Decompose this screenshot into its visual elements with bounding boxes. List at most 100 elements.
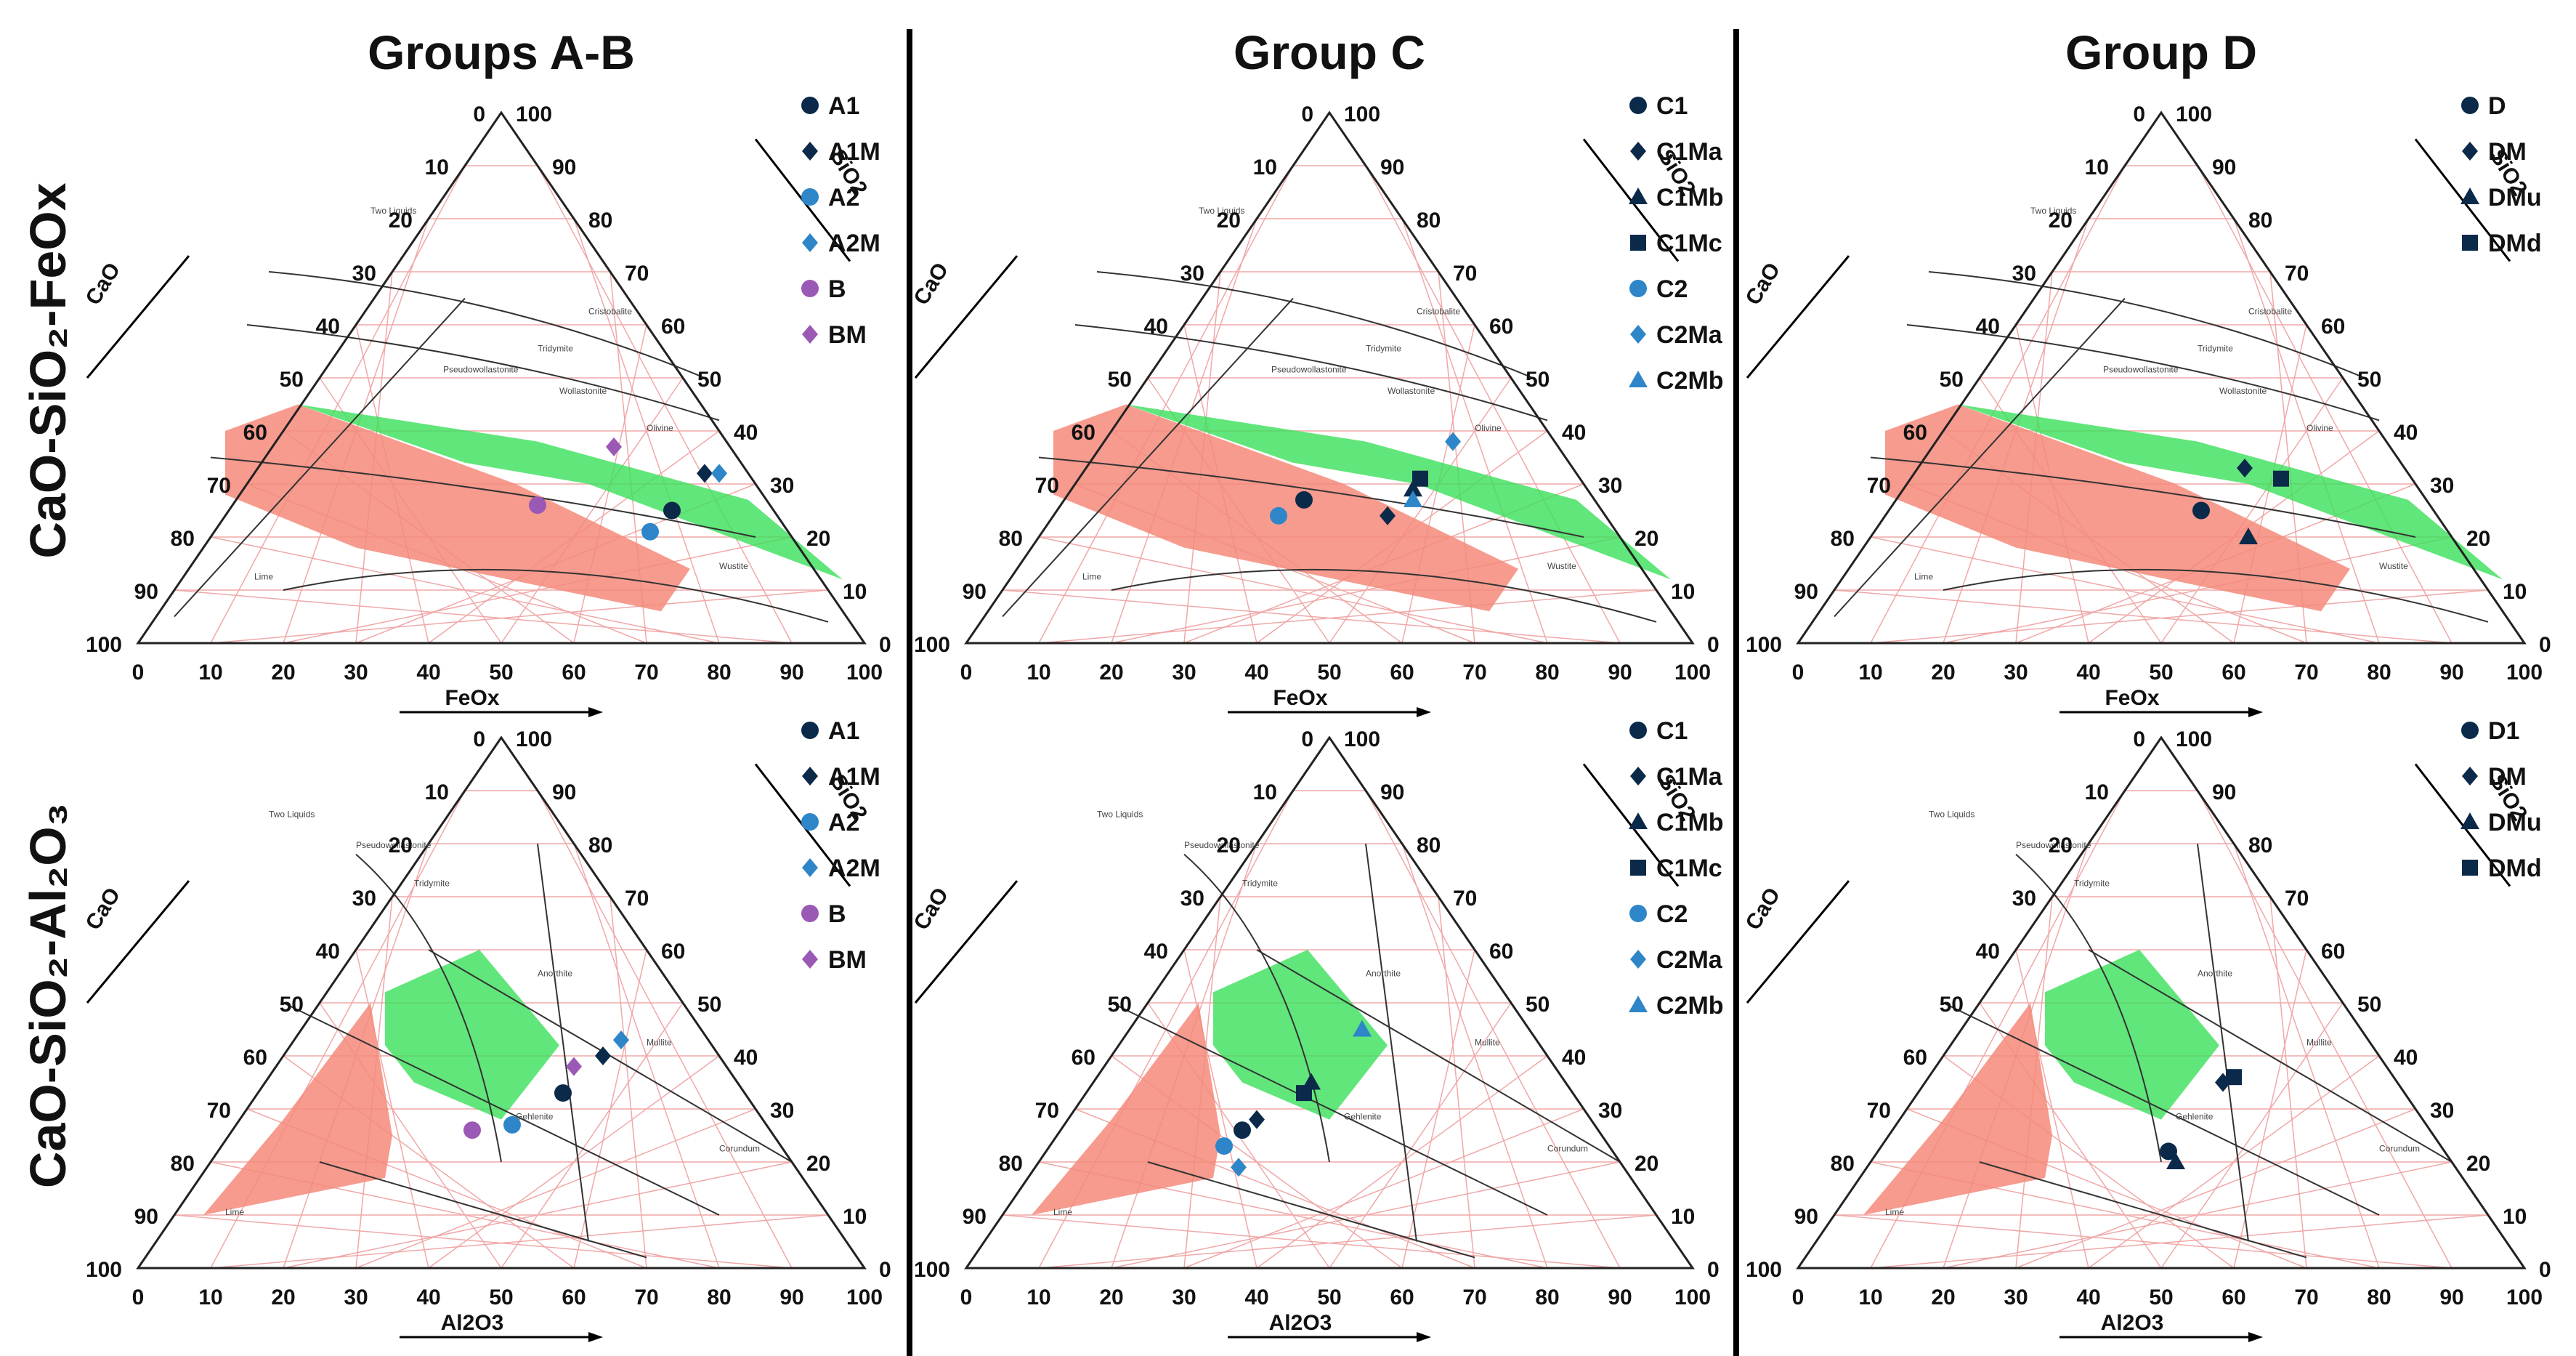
phase-label: Corundum: [2379, 1143, 2420, 1153]
tick-label-bottom: 40: [2076, 661, 2100, 685]
axis-arrow-left: [914, 255, 1018, 379]
column-title-group-c: Group C: [1234, 25, 1425, 79]
tick-label-right: 80: [2248, 834, 2272, 857]
legend-label-dmu: DMu: [2488, 809, 2542, 836]
grid-line: [174, 1214, 793, 1269]
grid-line: [1002, 1214, 1621, 1269]
tick-label-left: 70: [207, 474, 231, 498]
phase-label: Two Liquids: [1097, 810, 1143, 820]
tick-label-right: 10: [1671, 1205, 1695, 1229]
tick-label-bottom: 10: [198, 1286, 222, 1309]
tick-label-right: 80: [2248, 209, 2272, 233]
tick-label-bottom: 80: [707, 1286, 731, 1309]
data-point-c2ma: [1445, 432, 1461, 451]
legend-marker-c2mb: [1629, 371, 1648, 387]
data-point-a2: [641, 522, 659, 541]
legend-marker-c1ma: [1630, 142, 1646, 161]
tick-label-left: 60: [1072, 421, 1095, 445]
tick-label-left: 40: [1976, 315, 2000, 339]
axis-arrow-left: [914, 880, 1018, 1004]
phase-boundary-line: [1038, 456, 1584, 538]
legend-marker-dmu: [2460, 812, 2479, 829]
phase-label: Two Liquids: [2030, 206, 2076, 216]
grid-line: [573, 218, 720, 644]
triangle-outline: [136, 735, 867, 1270]
axis-arrow-left: [86, 255, 190, 379]
tick-label-right: 50: [697, 368, 721, 392]
phase-boundary-line: [210, 456, 756, 538]
tick-label-left: 40: [316, 940, 340, 964]
tick-label-bottom: 50: [489, 661, 513, 685]
tick-label-left: 50: [1108, 993, 1132, 1017]
axis-label-bottom: FeOx: [445, 686, 499, 710]
grid-line: [1834, 1214, 2453, 1269]
tick-label-left: 100: [1746, 633, 1782, 657]
grid-line: [1870, 536, 2380, 644]
phase-label: Corundum: [1547, 1143, 1588, 1153]
legend-marker-c1mb: [1629, 187, 1648, 204]
tick-label-left: 60: [1072, 1046, 1095, 1070]
tick-label-right: 10: [2503, 1205, 2527, 1229]
legend-label-c2ma: C2Ma: [1656, 946, 1723, 974]
phase-boundary-line: [1870, 456, 2416, 538]
phase-label: Mullite: [1475, 1037, 1500, 1047]
row-title-al2o3: CaO-SiO₂-Al₂O₃: [20, 803, 76, 1188]
phase-boundary-line: [2197, 843, 2249, 1242]
legend-marker-c1mc: [1630, 235, 1646, 251]
grid-line: [1401, 218, 1548, 644]
phase-label: Tridymite: [2074, 878, 2110, 888]
arrow-head: [1417, 707, 1431, 717]
grid-line: [1329, 377, 1512, 644]
legend-marker-a2m: [802, 233, 818, 252]
grid-line: [609, 896, 647, 1269]
legend-marker-a2: [801, 813, 819, 831]
phase-boundary-line: [1906, 324, 2380, 421]
tick-label-left: 100: [914, 633, 950, 657]
tick-label-left: 10: [425, 780, 449, 804]
tick-label-right: 100: [2176, 102, 2212, 126]
grid-line: [1038, 536, 1548, 644]
tick-label-right: 30: [2430, 474, 2454, 498]
legend-label-a1m: A1M: [828, 138, 880, 166]
legend-label-b: B: [828, 900, 846, 928]
ternary-panel-2: Cristobalite Tridymite Pseudowollastonite W…: [910, 92, 1724, 717]
legend-label-b: B: [828, 275, 846, 303]
tick-label-right: 20: [1635, 1152, 1658, 1176]
tick-label-right: 70: [1453, 887, 1477, 911]
tick-label-right: 100: [516, 102, 552, 126]
tick-label-bottom: 40: [1244, 661, 1268, 685]
tick-label-left: 60: [1903, 421, 1927, 445]
phase-label: Gehlenite: [516, 1112, 554, 1122]
data-point-c2mb: [1353, 1020, 1372, 1037]
legend-marker-c1: [1629, 97, 1647, 114]
tick-label-bottom: 70: [634, 661, 658, 685]
data-point-a1m: [595, 1046, 611, 1065]
phase-label: Gehlenite: [2176, 1112, 2214, 1122]
tick-label-right: 40: [734, 1046, 758, 1070]
legend-label-a1: A1: [828, 92, 859, 120]
phase-label: Lime: [1053, 1207, 1072, 1217]
legend-label-c2ma: C2Ma: [1656, 321, 1723, 349]
data-point-c1: [1295, 491, 1313, 509]
data-point-c1ma: [1249, 1110, 1265, 1129]
tick-label-bottom: 90: [1608, 1286, 1632, 1309]
legend-marker-b: [801, 280, 819, 297]
tick-label-left: 100: [86, 633, 122, 657]
grid-line: [174, 589, 793, 644]
tick-label-bottom: 70: [2294, 1286, 2318, 1309]
legend-label-c1: C1: [1656, 717, 1688, 745]
tick-label-bottom: 90: [1608, 661, 1632, 685]
tick-label-left: 80: [1831, 527, 1855, 551]
red-zone: [1032, 1003, 1220, 1215]
red-zone: [1885, 404, 2350, 612]
arrow-head: [2248, 707, 2263, 717]
arrow-head: [1417, 1332, 1431, 1342]
data-point-c1mb: [1404, 480, 1422, 497]
phase-boundaries: [1002, 271, 1657, 623]
phase-label: Tridymite: [1242, 878, 1278, 888]
data-point-a2: [503, 1115, 521, 1134]
data-point-a1: [554, 1084, 572, 1102]
tick-label-right: 60: [1489, 940, 1513, 964]
tick-label-right: 40: [1562, 1046, 1586, 1070]
phase-label: Olivine: [2306, 423, 2333, 433]
